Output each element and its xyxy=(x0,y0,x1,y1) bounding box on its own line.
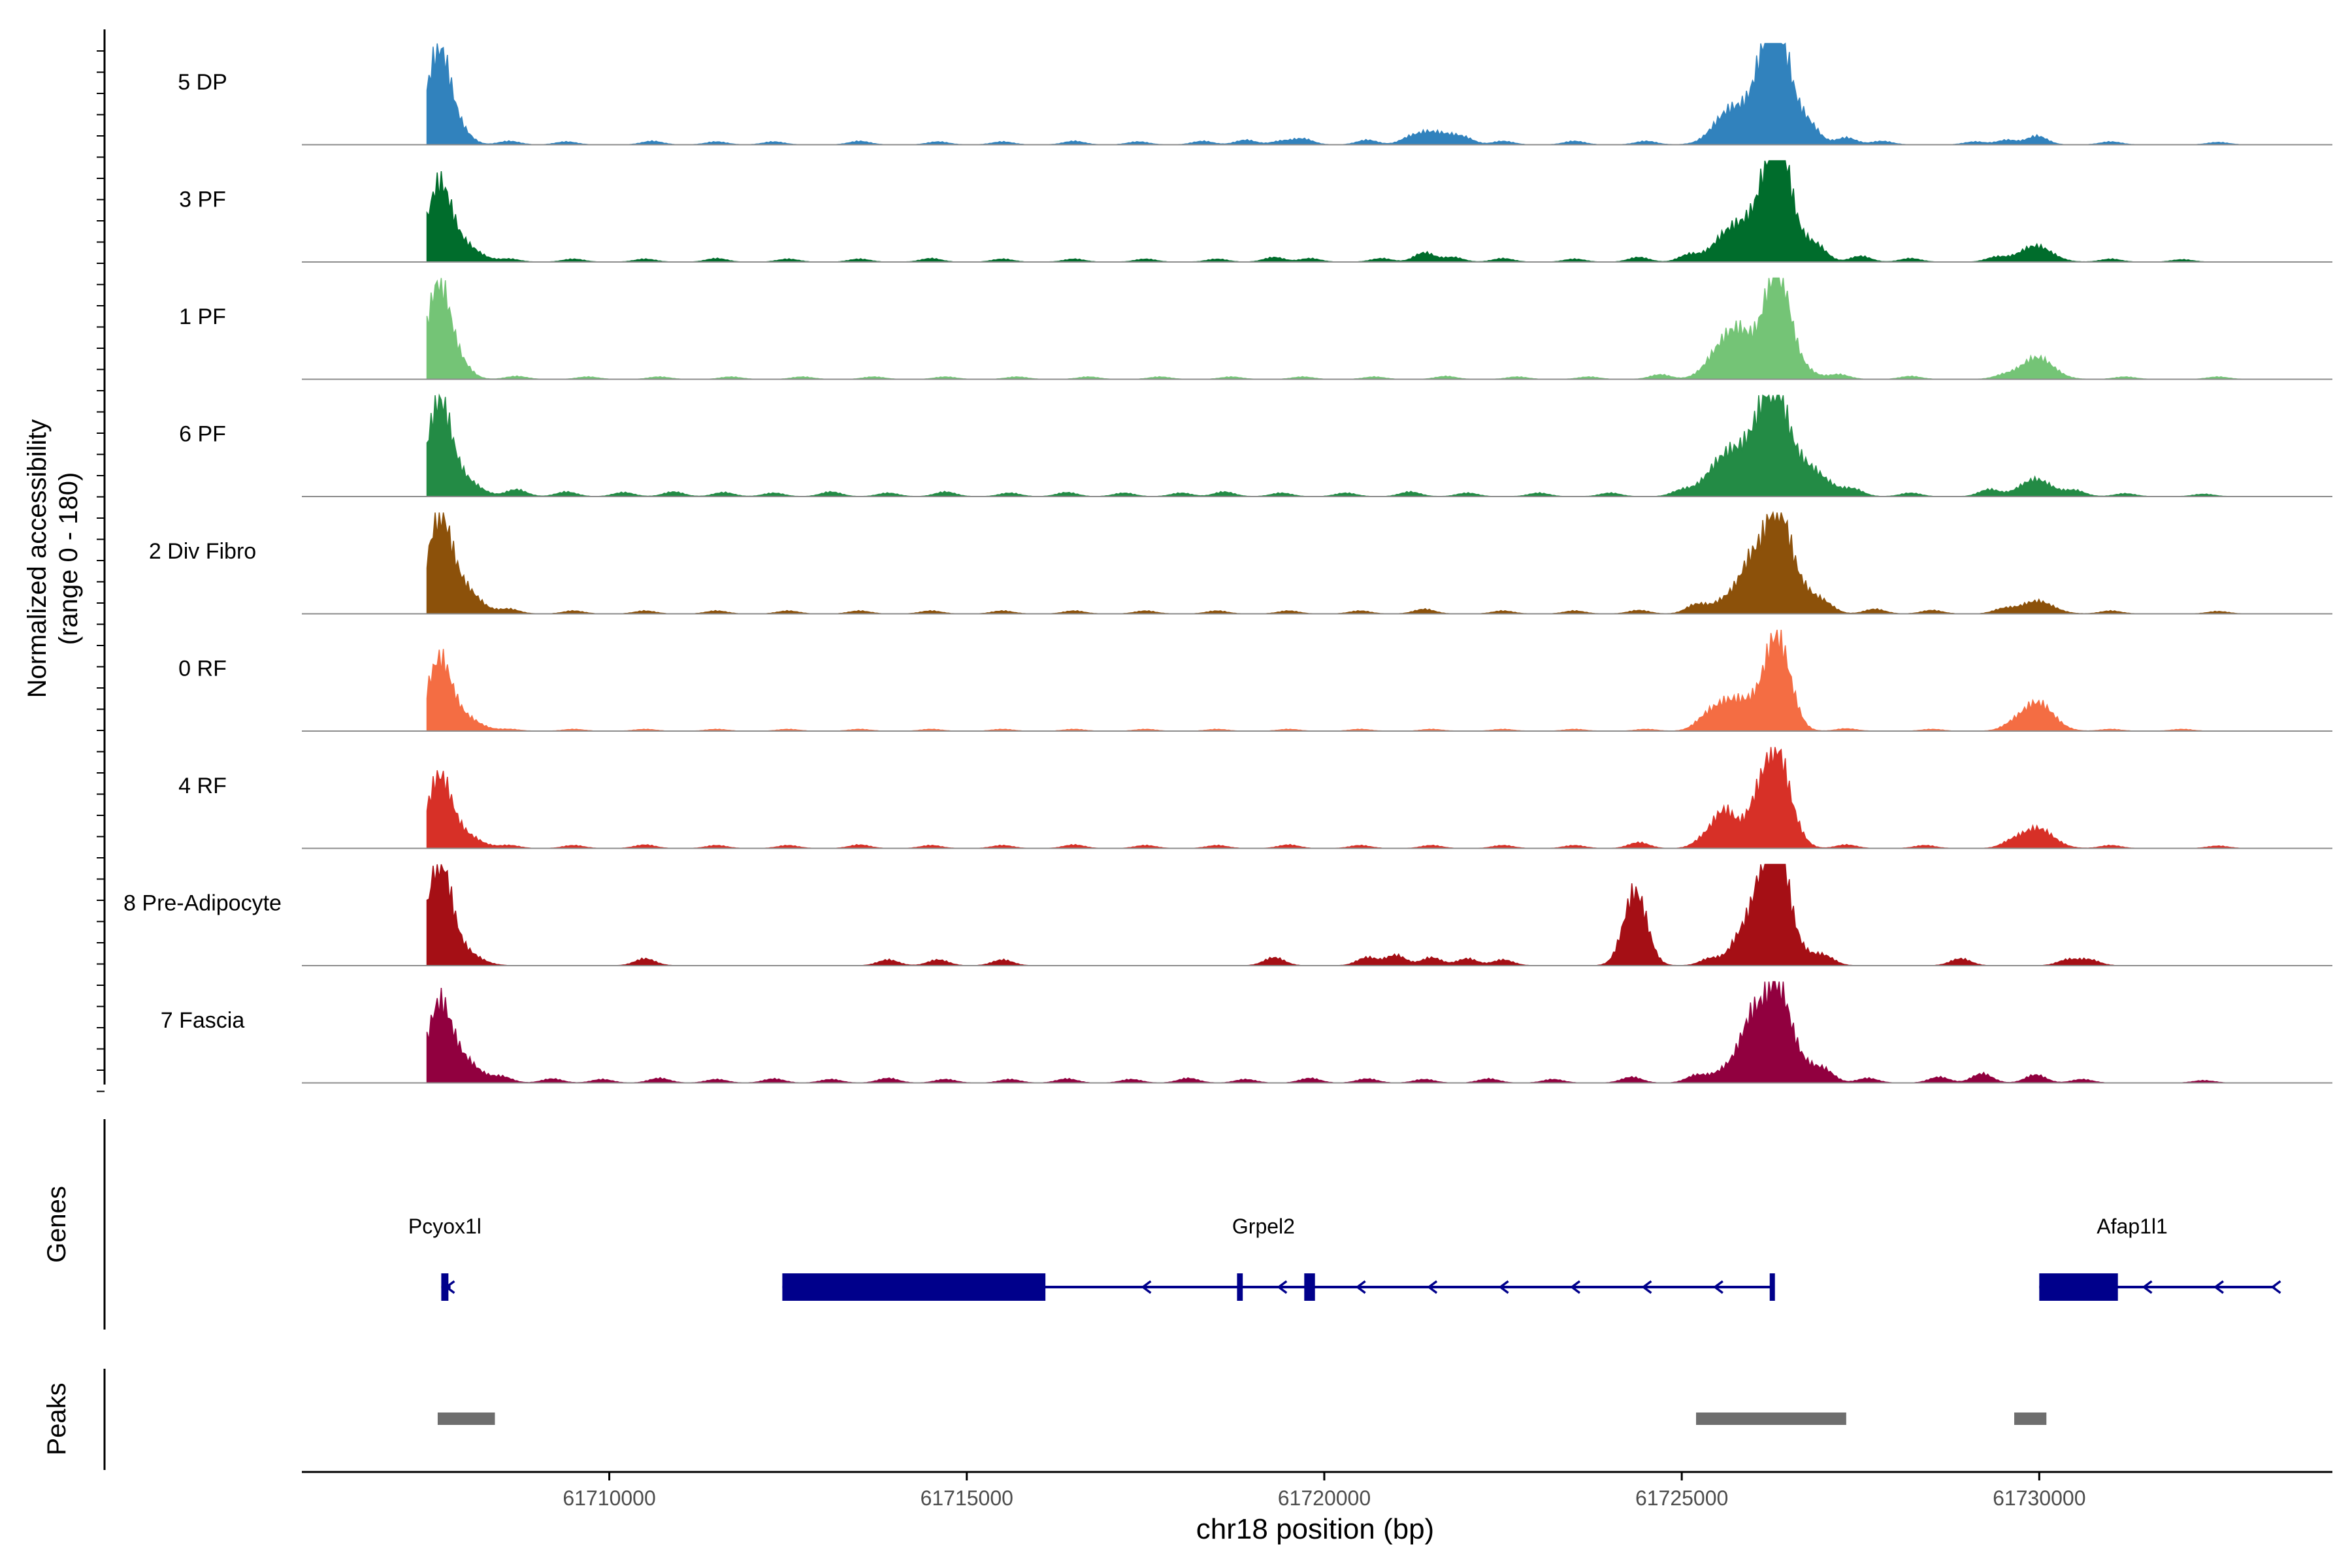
gene-afap1l1: Afap1l1 xyxy=(2039,1215,2281,1301)
track-8-pre-adipocyte: 8 Pre-Adipocyte xyxy=(123,864,2332,966)
track-label: 3 PF xyxy=(179,188,226,212)
coverage-area xyxy=(426,277,2268,380)
x-axis-title: chr18 position (bp) xyxy=(1196,1513,1434,1545)
strand-arrow xyxy=(1355,1280,1366,1294)
coverage-area xyxy=(426,160,2268,263)
coverage-tracks: 5 DP 3 PF 1 PF 6 PF 2 Div Fibro 0 RF 4 RF 8 Pre… xyxy=(123,42,2332,1084)
strand-arrow xyxy=(1498,1280,1509,1294)
track-label: 8 Pre-Adipocyte xyxy=(123,891,282,916)
gene-exon xyxy=(1304,1273,1315,1301)
strand-arrow xyxy=(1277,1280,1288,1294)
coverage-area xyxy=(426,393,2268,497)
coverage-area xyxy=(426,747,2268,849)
track-4-rf: 4 RF xyxy=(178,747,2332,849)
track-label: 1 PF xyxy=(179,304,226,329)
gene-label: Grpel2 xyxy=(1232,1215,1295,1238)
strand-arrow xyxy=(2270,1280,2281,1294)
peak-region xyxy=(1696,1413,1846,1425)
strand-arrow xyxy=(1141,1280,1152,1294)
y-axis xyxy=(97,29,106,1092)
track-label: 2 Div Fibro xyxy=(149,539,256,564)
y-axis-title-line2: (range 0 - 180) xyxy=(54,472,83,645)
strand-arrow xyxy=(444,1280,455,1294)
track-label: 5 DP xyxy=(178,70,227,95)
track-7-fascia: 7 Fascia xyxy=(161,981,2332,1084)
strand-arrow xyxy=(2213,1280,2224,1294)
strand-arrow xyxy=(2142,1280,2153,1294)
genes-track-title: Genes xyxy=(42,1186,71,1263)
strand-arrow xyxy=(1712,1280,1723,1294)
x-tick-label: 61720000 xyxy=(1278,1486,1371,1510)
x-tick-label: 61710000 xyxy=(563,1486,655,1510)
track-6-pf: 6 PF xyxy=(179,393,2332,497)
peak-region xyxy=(437,1413,495,1425)
coverage-area xyxy=(426,629,2268,732)
gene-pcyox1l: Pcyox1l xyxy=(408,1215,482,1301)
track-label: 0 RF xyxy=(178,657,227,681)
track-0-rf: 0 RF xyxy=(178,629,2332,732)
track-label: 6 PF xyxy=(179,422,226,447)
peaks-track-title: Peaks xyxy=(42,1382,71,1455)
coverage-area xyxy=(426,864,2268,966)
strand-arrow xyxy=(1641,1280,1652,1294)
gene-exon xyxy=(1769,1273,1775,1301)
track-label: 4 RF xyxy=(178,774,227,798)
gene-label: Afap1l1 xyxy=(2097,1215,2168,1238)
track-3-pf: 3 PF xyxy=(179,160,2332,263)
y-axis-title-line1: Normalized accessibility xyxy=(23,419,52,698)
track-2-div-fibro: 2 Div Fibro xyxy=(149,511,2332,615)
strand-arrow xyxy=(1570,1280,1581,1294)
coverage-area xyxy=(426,42,2268,146)
gene-grpel2: Grpel2 xyxy=(782,1215,1775,1301)
strand-arrow xyxy=(1427,1280,1438,1294)
gene-exon xyxy=(2039,1273,2118,1301)
x-tick-label: 61725000 xyxy=(1635,1486,1728,1510)
coverage-area xyxy=(426,981,2268,1084)
peak-region xyxy=(2014,1413,2047,1425)
gene-exon xyxy=(1237,1273,1243,1301)
gene-exon xyxy=(782,1273,1046,1301)
track-label: 7 Fascia xyxy=(161,1008,245,1033)
peaks-track xyxy=(103,1369,2047,1470)
gene-label: Pcyox1l xyxy=(408,1215,482,1238)
genes-track: Pcyox1l Grpel2 Afap1l1 xyxy=(103,1119,2281,1330)
x-tick-label: 61730000 xyxy=(1993,1486,2085,1510)
x-axis: 61710000 61715000 61720000 61725000 61730000 xyxy=(302,1471,2332,1510)
coverage-area xyxy=(426,511,2268,615)
track-5-dp: 5 DP xyxy=(178,42,2332,146)
track-1-pf: 1 PF xyxy=(179,277,2332,380)
x-tick-label: 61715000 xyxy=(921,1486,1013,1510)
